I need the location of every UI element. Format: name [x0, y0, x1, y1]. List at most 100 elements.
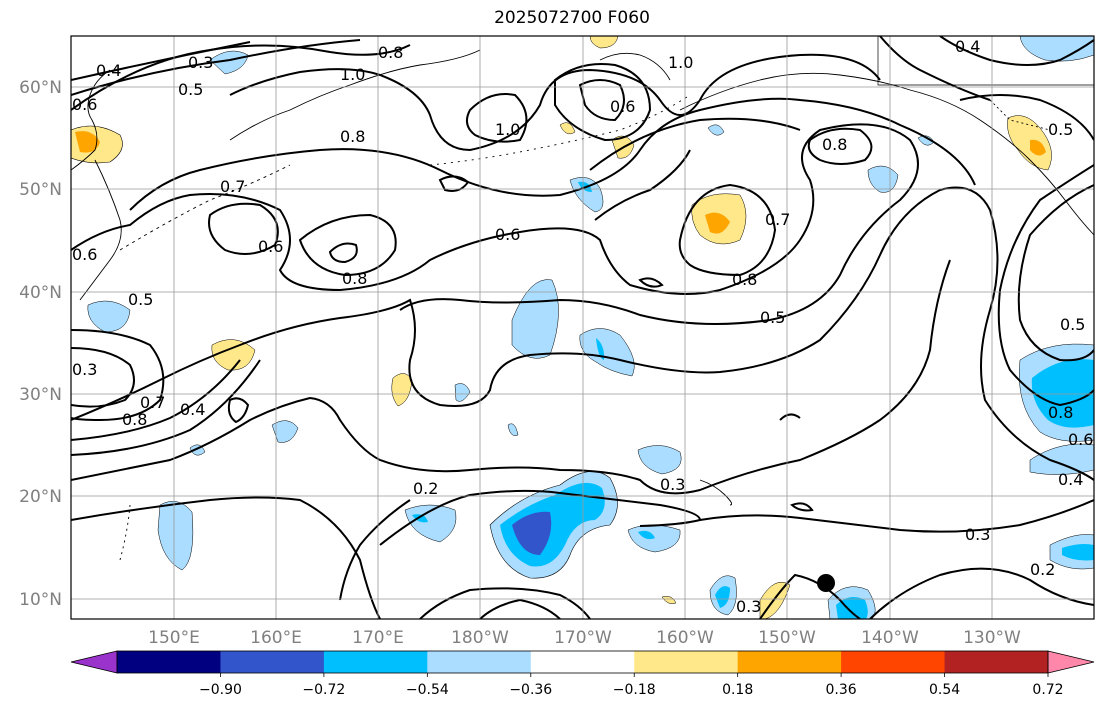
contour-label: 0.5 [178, 80, 203, 99]
lon-tick-label: 150°W [758, 628, 816, 648]
colorbar-segment [737, 651, 842, 673]
map-frame [70, 35, 1095, 620]
colorbar-tick-label: −0.90 [199, 682, 242, 698]
contour-label: 0.6 [72, 95, 97, 114]
lon-tick-label: 170°E [352, 628, 404, 648]
colorbar-segment [220, 651, 325, 673]
contour-label: 0.8 [378, 43, 403, 62]
contour-label: 0.3 [188, 53, 213, 72]
contour-line [229, 53, 881, 152]
contour-line [339, 499, 411, 601]
lat-tick-label: 40°N [19, 283, 62, 303]
positive-anomaly [661, 596, 677, 604]
contour-line [71, 359, 261, 456]
contour-labels: 0.4 0.3 0.5 0.6 1.0 0.8 0.7 0.6 0.8 1.0 … [72, 37, 1093, 616]
contour-label: 0.8 [342, 269, 367, 288]
plot-title: 2025072700 F060 [494, 8, 650, 28]
contour-line [554, 63, 652, 142]
coastlines [71, 36, 1094, 561]
contour-label: 0.3 [965, 525, 990, 544]
negative-anomaly-stronger [512, 511, 552, 555]
contour-line [638, 277, 664, 288]
contour-label: 0.5 [760, 308, 785, 327]
lat-tick-label: 10°N [19, 590, 62, 610]
colorbar-tick-label: −0.72 [302, 682, 345, 698]
contour-line [939, 36, 1094, 66]
colorbar-frame [116, 650, 1049, 674]
contour-line [790, 502, 814, 512]
colorbar-segment [117, 651, 221, 673]
gridlines [71, 36, 1094, 619]
contour-line [71, 44, 411, 111]
location-marker [817, 574, 835, 592]
contour-line [71, 259, 951, 495]
lat-tick-label: 50°N [19, 180, 62, 200]
contour-label: 0.6 [258, 237, 283, 256]
contour-label: 0.2 [1030, 560, 1055, 579]
contour-label: 1.0 [495, 120, 520, 139]
coastline-japan [79, 159, 122, 301]
contour-line [129, 97, 976, 211]
positive-anomaly-strong [705, 212, 730, 234]
lon-tick-label: 160°W [656, 628, 714, 648]
contour-line [71, 347, 135, 408]
negative-anomaly [511, 279, 559, 359]
contour-line [578, 79, 625, 122]
contour-label: 0.6 [1068, 430, 1093, 449]
positive-anomaly [211, 339, 256, 371]
negative-anomaly [637, 445, 682, 475]
contour-line [997, 164, 1094, 407]
colorbar-segment [427, 651, 532, 673]
negative-anomaly-strong [1031, 359, 1094, 428]
contour-line [71, 329, 165, 422]
positive-anomaly [1007, 115, 1052, 171]
shaded-anomalies [71, 36, 1094, 619]
contour-label: 0.8 [732, 270, 757, 289]
negative-anomaly-strong [836, 596, 868, 619]
contour-line [71, 496, 381, 619]
positive-anomaly [391, 373, 413, 407]
contour-label: 1.0 [668, 53, 693, 72]
colorbar-segment [944, 651, 1049, 673]
contour-line [589, 117, 801, 171]
contour-label: 0.3 [660, 475, 685, 494]
contour-label: 0.5 [1048, 120, 1073, 139]
lat-tick-labels: 10°N 20°N 30°N 40°N 50°N 60°N [19, 78, 62, 610]
contour-line [227, 397, 250, 424]
contour-line [594, 149, 691, 221]
contour-line [419, 587, 591, 619]
lon-tick-label: 180°W [451, 628, 509, 648]
contour-line [479, 598, 561, 619]
lon-tick-label: 130°W [963, 628, 1021, 648]
contour-label: 0.8 [822, 135, 847, 154]
contour-line [699, 499, 1094, 533]
contour-label: 0.2 [413, 479, 438, 498]
contour-line [379, 489, 702, 546]
positive-anomaly-strong [1030, 139, 1046, 156]
aleutian-islands [429, 94, 691, 166]
contour-label: 0.7 [220, 177, 245, 196]
contour-line [208, 202, 279, 255]
coastline-alaska-west [599, 52, 671, 81]
colorbar-tick-label: 0.54 [929, 682, 960, 698]
negative-anomaly [507, 423, 519, 436]
colorbar-extend-min [70, 650, 118, 674]
coastline-alaska [679, 72, 1094, 236]
colorbar-tick-label: 0.18 [722, 682, 753, 698]
contour-label: 0.5 [128, 290, 153, 309]
contour-line [71, 123, 919, 325]
contour-label: 0.8 [1048, 403, 1073, 422]
negative-anomaly-strong [638, 530, 655, 540]
contour-label: 0.6 [72, 245, 97, 264]
border-canada [877, 36, 1094, 86]
colorbar-tick-label: −0.54 [406, 682, 449, 698]
lon-tick-label: 170°W [554, 628, 612, 648]
contour-line [71, 359, 241, 441]
contour-label: 0.4 [96, 61, 121, 80]
contour-line [71, 41, 251, 81]
contour-line [1017, 184, 1094, 362]
negative-anomaly [1019, 36, 1094, 62]
contour-line [71, 186, 1094, 481]
lat-tick-label: 30°N [19, 385, 62, 405]
